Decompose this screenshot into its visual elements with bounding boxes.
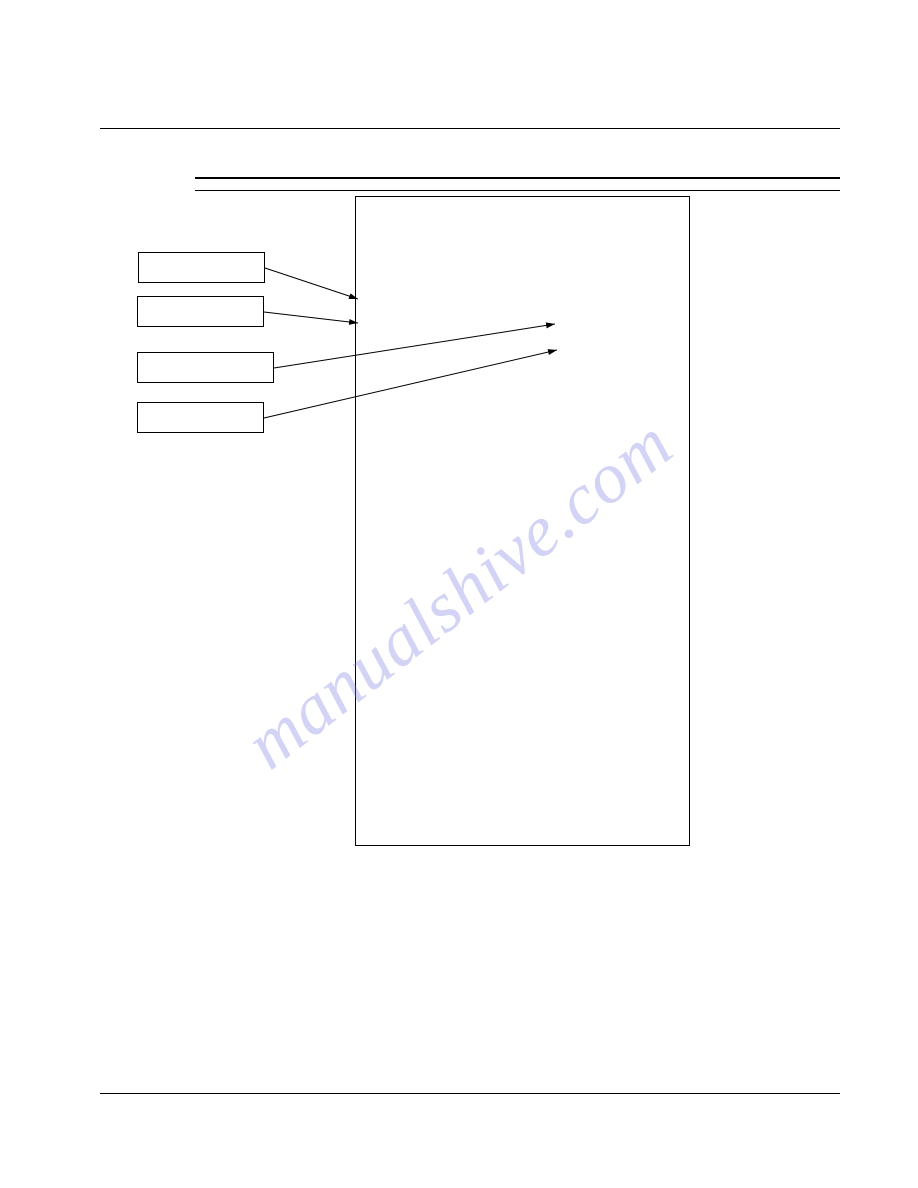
double-rule-upper (195, 177, 840, 179)
page-container: manualshive.com (0, 0, 918, 1188)
label-box-1 (138, 252, 265, 283)
main-diagram-rect (355, 196, 690, 846)
double-rule-lower (195, 190, 840, 191)
arrow-1 (265, 268, 358, 299)
label-box-2 (137, 296, 264, 327)
label-box-4 (137, 402, 264, 433)
bottom-horizontal-rule (100, 1093, 840, 1094)
label-box-3 (137, 352, 274, 383)
top-horizontal-rule (100, 128, 840, 129)
arrow-2 (264, 312, 358, 323)
